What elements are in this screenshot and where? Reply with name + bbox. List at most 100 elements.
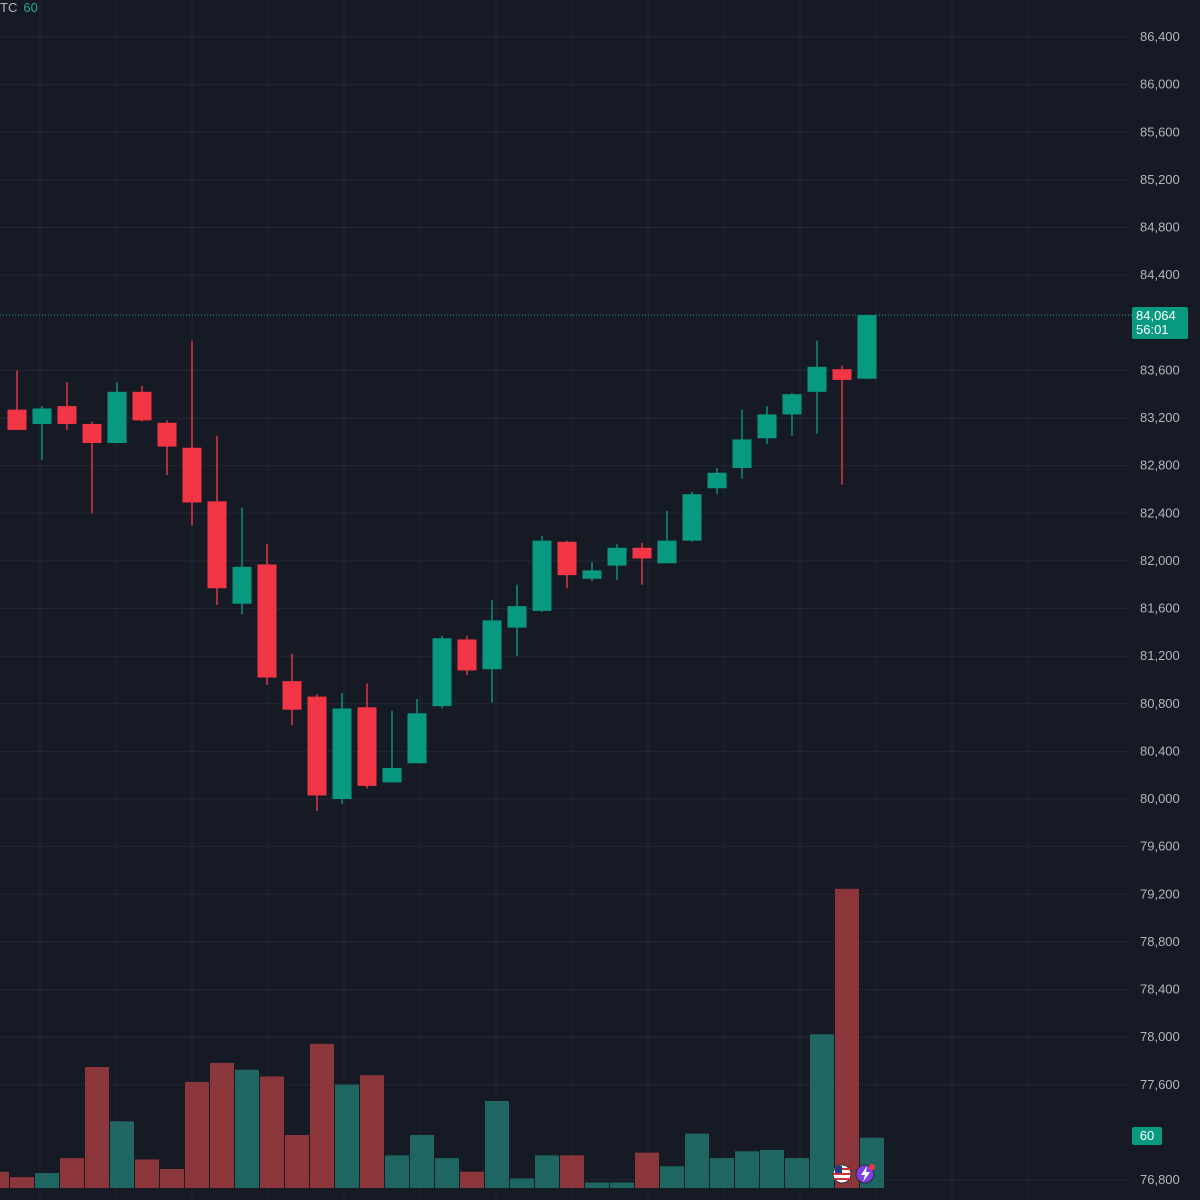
candle-body <box>807 366 827 392</box>
price-axis-label: 80,000 <box>1140 791 1180 806</box>
volume-bar <box>0 1171 9 1188</box>
volume-bar <box>735 1151 759 1188</box>
candle <box>132 385 152 422</box>
price-axis-label: 84,400 <box>1140 267 1180 282</box>
volume-bar <box>385 1155 409 1188</box>
volume-bar <box>85 1066 109 1188</box>
volume-bar <box>160 1168 184 1188</box>
price-axis-label: 80,800 <box>1140 696 1180 711</box>
price-axis-label: 82,800 <box>1140 458 1180 473</box>
volume-bar <box>610 1182 634 1188</box>
price-axis-label: 77,600 <box>1140 1077 1180 1092</box>
candle-body <box>182 447 202 503</box>
candle <box>857 315 877 379</box>
candle <box>632 543 652 585</box>
candle-body <box>782 394 802 415</box>
candle <box>807 340 827 434</box>
candle-body <box>132 391 152 421</box>
candle <box>657 510 677 564</box>
candle-body <box>157 422 177 447</box>
price-axis-label: 80,400 <box>1140 743 1180 758</box>
volume-bar <box>410 1134 434 1188</box>
candle-body <box>7 409 27 430</box>
candle-body <box>857 315 877 379</box>
price-axis-label: 81,200 <box>1140 648 1180 663</box>
volume-bar <box>685 1133 709 1188</box>
candle-body <box>332 708 352 799</box>
candle <box>407 698 427 764</box>
volume-bar <box>360 1075 384 1188</box>
price-axis-label: 78,000 <box>1140 1029 1180 1044</box>
price-axis-label: 85,200 <box>1140 172 1180 187</box>
candle <box>707 468 727 495</box>
candle <box>532 535 552 613</box>
price-axis-label: 84,800 <box>1140 220 1180 235</box>
candle <box>457 635 477 676</box>
candle-body <box>557 541 577 576</box>
candle <box>732 409 752 479</box>
volume-bar <box>835 888 859 1188</box>
candle-body <box>757 414 777 439</box>
candle <box>757 406 777 445</box>
volume-bar <box>235 1069 259 1188</box>
candle-body <box>532 540 552 611</box>
last-price-value: 84,064 <box>1136 308 1176 323</box>
candle-body <box>432 638 452 707</box>
candle-body <box>282 681 302 710</box>
volume-bar <box>35 1173 59 1188</box>
volume-bar <box>510 1178 534 1188</box>
candle <box>357 683 377 789</box>
volume-bar <box>185 1081 209 1188</box>
price-axis-label: 79,600 <box>1140 839 1180 854</box>
candle-body <box>832 369 852 380</box>
price-axis-label: 83,600 <box>1140 362 1180 377</box>
price-axis-label: 85,600 <box>1140 124 1180 139</box>
price-axis: 86,400 86,000 85,600 85,200 84,800 84,400 83,6… <box>1140 29 1180 1187</box>
candle-body <box>82 423 102 444</box>
price-axis-label: 86,400 <box>1140 29 1180 44</box>
volume-bar <box>760 1149 784 1188</box>
event-icons[interactable] <box>832 1163 880 1185</box>
volume-bar <box>435 1158 459 1188</box>
candle <box>307 694 327 811</box>
candle <box>832 365 852 485</box>
interval-label: 60 <box>23 0 38 15</box>
volume-bar <box>110 1121 134 1188</box>
volume-bar <box>660 1166 684 1188</box>
volume-bars <box>0 888 884 1188</box>
volume-bar <box>10 1177 34 1188</box>
price-axis-label: 83,200 <box>1140 410 1180 425</box>
candle-body <box>732 439 752 469</box>
candle-body <box>407 713 427 764</box>
price-axis-label: 82,400 <box>1140 505 1180 520</box>
volume-bar <box>785 1158 809 1188</box>
candle <box>682 491 702 542</box>
candle <box>182 340 202 526</box>
candle <box>107 382 127 444</box>
price-axis-label: 78,800 <box>1140 934 1180 949</box>
candle <box>332 693 352 804</box>
candle-body <box>257 564 277 678</box>
candle <box>582 562 602 582</box>
candle <box>557 540 577 589</box>
candle <box>607 544 627 580</box>
volume-bar <box>310 1043 334 1188</box>
candle-body <box>457 639 477 671</box>
candle <box>482 600 502 703</box>
price-axis-label: 79,200 <box>1140 886 1180 901</box>
volume-bar <box>460 1171 484 1188</box>
symbol-header[interactable]: TC 60 <box>0 0 38 20</box>
price-axis-label: 81,600 <box>1140 601 1180 616</box>
candle-body <box>607 547 627 566</box>
lightning-event-icon[interactable] <box>855 1164 875 1184</box>
us-flag-icon[interactable] <box>832 1164 852 1184</box>
volume-bar <box>810 1034 834 1188</box>
candle-body <box>657 540 677 564</box>
candle <box>257 544 277 685</box>
symbol-label: TC <box>0 0 18 15</box>
candle <box>32 406 52 460</box>
candle-body <box>107 391 127 444</box>
volume-bar <box>585 1182 609 1188</box>
